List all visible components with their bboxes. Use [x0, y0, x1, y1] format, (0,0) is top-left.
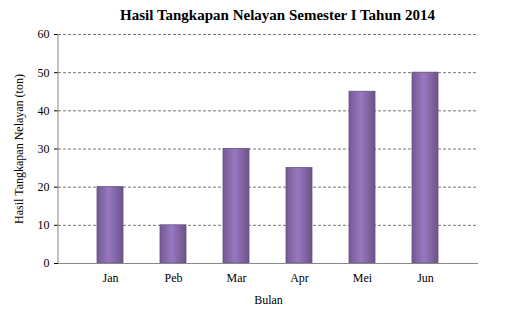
svg-text:Bulan: Bulan: [254, 293, 283, 307]
svg-text:0: 0: [44, 256, 50, 270]
svg-text:10: 10: [38, 218, 50, 232]
svg-text:50: 50: [38, 66, 50, 80]
svg-text:Peb: Peb: [165, 271, 183, 285]
svg-text:Mei: Mei: [353, 271, 373, 285]
svg-text:60: 60: [38, 30, 50, 41]
svg-text:20: 20: [38, 180, 50, 194]
svg-text:Hasil Tangkapan Nelayan (ton): Hasil Tangkapan Nelayan (ton): [12, 74, 26, 224]
svg-text:Jun: Jun: [417, 271, 434, 285]
svg-text:40: 40: [38, 104, 50, 118]
svg-text:30: 30: [38, 142, 50, 156]
svg-text:Mar: Mar: [227, 271, 247, 285]
svg-text:Jan: Jan: [103, 271, 119, 285]
html-text:Hasil Tangkapan Nelayan Semest: Hasil Tangkapan Nelayan Semester I Tahun…: [120, 7, 435, 23]
svg-text:Apr: Apr: [290, 271, 309, 285]
